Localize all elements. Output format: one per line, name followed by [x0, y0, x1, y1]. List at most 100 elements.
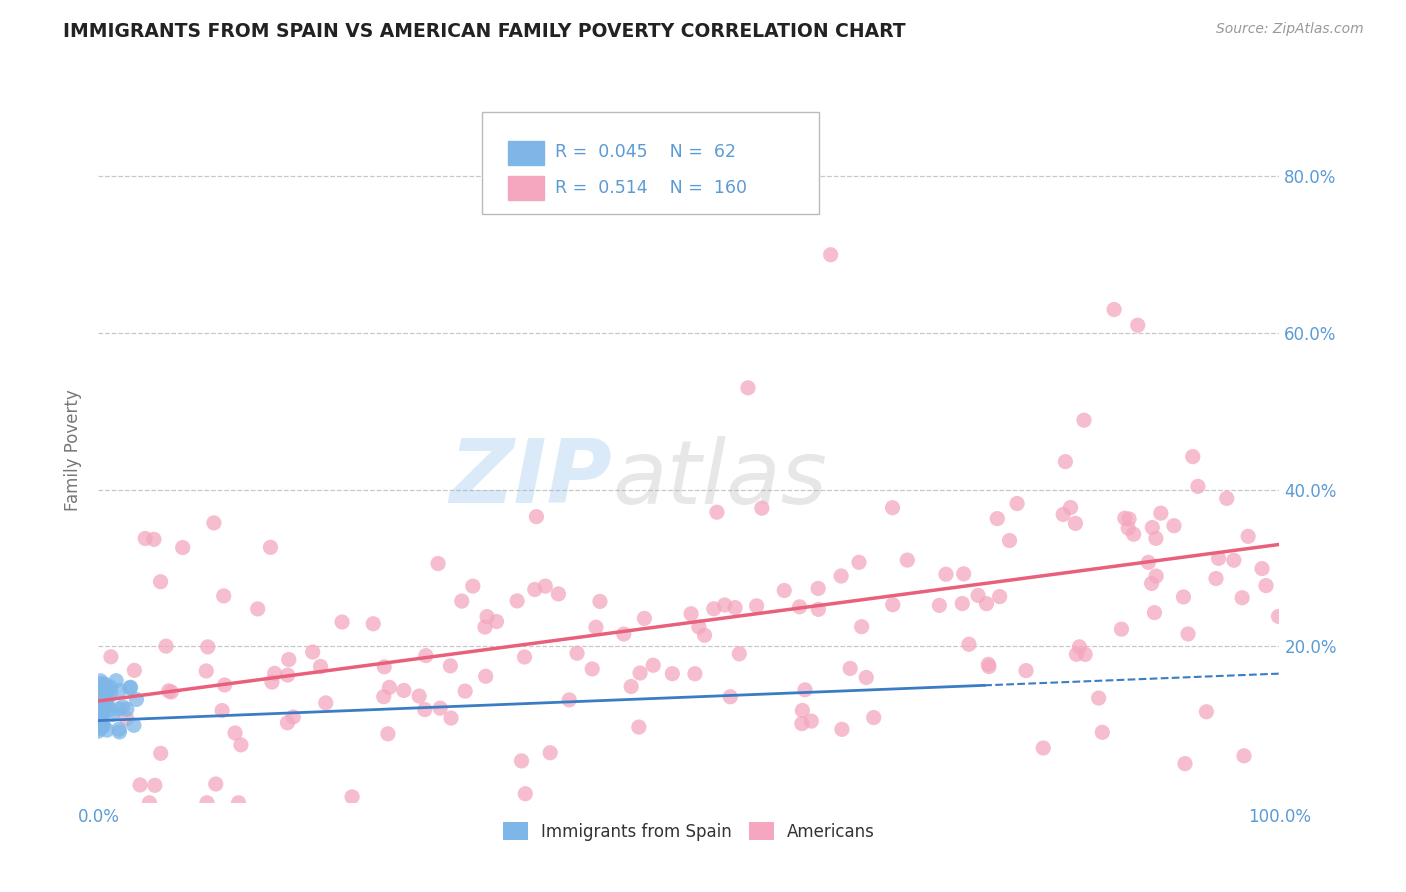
Point — [633, 611, 655, 625]
Point — [90, 690, 112, 704]
Point — [1069, 640, 1091, 654]
Text: Source: ZipAtlas.com: Source: ZipAtlas.com — [1216, 22, 1364, 37]
Point — [172, 541, 194, 555]
Point — [820, 248, 842, 262]
Point — [935, 567, 957, 582]
Point — [1237, 529, 1260, 543]
Point — [1066, 647, 1088, 661]
Point — [882, 500, 904, 515]
Point — [1073, 413, 1095, 427]
Point — [1230, 591, 1253, 605]
Point — [129, 778, 152, 792]
Point — [93, 696, 115, 710]
Point — [976, 597, 998, 611]
Point — [1208, 551, 1230, 566]
Point — [1015, 664, 1038, 678]
Point — [681, 607, 703, 621]
Point — [361, 616, 384, 631]
Point — [585, 620, 607, 634]
Point — [745, 599, 768, 613]
Point — [1032, 741, 1054, 756]
Point — [848, 555, 870, 569]
Point — [90, 676, 112, 690]
Point — [1111, 622, 1133, 636]
Point — [118, 681, 141, 695]
Point — [713, 598, 735, 612]
Point — [1144, 532, 1167, 546]
Point — [142, 533, 165, 547]
Point — [87, 708, 110, 723]
Point — [108, 702, 131, 716]
Point — [688, 620, 710, 634]
Point — [157, 684, 180, 698]
Point — [378, 681, 401, 695]
Point — [1064, 516, 1087, 531]
Point — [89, 691, 111, 706]
Point — [1267, 609, 1289, 624]
Point — [89, 710, 111, 724]
Point — [373, 690, 395, 704]
Point — [89, 681, 111, 696]
Point — [773, 583, 796, 598]
Point — [87, 724, 110, 739]
Point — [87, 719, 110, 733]
Point — [1116, 521, 1139, 535]
Point — [977, 657, 1000, 672]
Point — [1174, 756, 1197, 771]
Point — [260, 675, 283, 690]
Point — [851, 620, 873, 634]
Legend: Immigrants from Spain, Americans: Immigrants from Spain, Americans — [496, 816, 882, 847]
Point — [952, 566, 974, 581]
Point — [96, 699, 118, 714]
Point — [330, 615, 353, 629]
Point — [91, 699, 114, 714]
Point — [515, 787, 537, 801]
Point — [1142, 520, 1164, 534]
Point — [792, 703, 814, 717]
Point — [91, 716, 114, 731]
Point — [485, 615, 508, 629]
Point — [1173, 590, 1195, 604]
Point — [1005, 496, 1028, 510]
Point — [89, 709, 111, 723]
Point — [96, 723, 118, 738]
Point — [197, 640, 219, 654]
Point — [1187, 479, 1209, 493]
Point — [224, 726, 246, 740]
Point — [283, 710, 305, 724]
Point — [89, 682, 111, 697]
Point — [988, 590, 1011, 604]
Point — [413, 702, 436, 716]
Text: R =  0.514    N =  160: R = 0.514 N = 160 — [555, 178, 748, 196]
Point — [643, 658, 665, 673]
Point — [89, 717, 111, 731]
Point — [1074, 648, 1097, 662]
Point — [90, 681, 112, 696]
Point — [683, 666, 706, 681]
Point — [790, 716, 813, 731]
Text: IMMIGRANTS FROM SPAIN VS AMERICAN FAMILY POVERTY CORRELATION CHART: IMMIGRANTS FROM SPAIN VS AMERICAN FAMILY… — [63, 22, 905, 41]
Point — [439, 658, 461, 673]
Point — [855, 671, 877, 685]
Point — [751, 501, 773, 516]
Point — [90, 686, 112, 700]
Point — [882, 598, 904, 612]
Point — [506, 594, 529, 608]
Point — [90, 713, 112, 727]
Point — [1122, 527, 1144, 541]
Point — [246, 602, 269, 616]
Point — [94, 677, 117, 691]
Point — [100, 685, 122, 699]
Point — [693, 628, 716, 642]
Point — [661, 666, 683, 681]
Point — [547, 587, 569, 601]
Point — [1150, 506, 1173, 520]
Point — [830, 569, 852, 583]
Point — [1059, 500, 1081, 515]
Point — [1137, 555, 1160, 569]
Point — [589, 594, 612, 608]
Point — [1216, 491, 1239, 506]
Point — [862, 710, 884, 724]
Point — [87, 695, 110, 709]
Point — [1205, 572, 1227, 586]
